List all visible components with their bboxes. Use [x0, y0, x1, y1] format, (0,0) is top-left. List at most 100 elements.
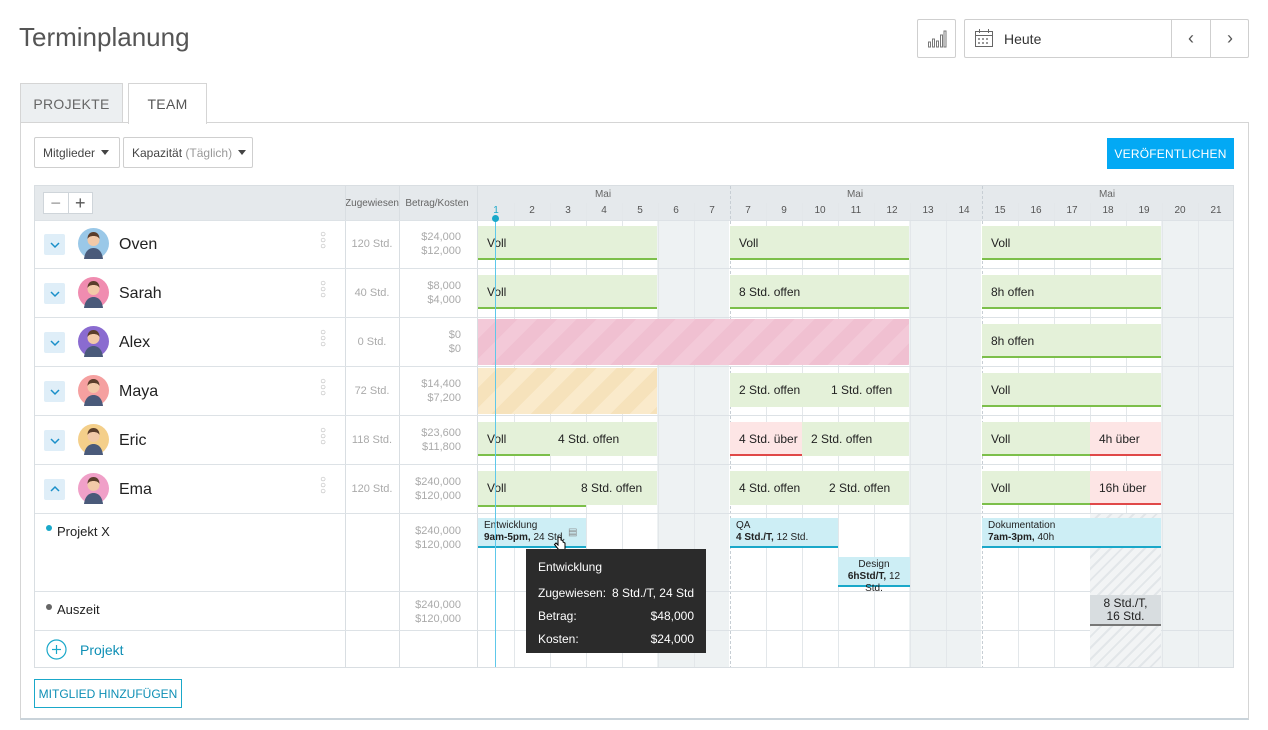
more-vertical-icon[interactable]: ○ ○ ○: [320, 474, 327, 497]
bar-label: 16h über: [1099, 481, 1147, 495]
members-dropdown[interactable]: Mitglieder: [34, 137, 120, 168]
capacity-bar[interactable]: Voll: [982, 373, 1161, 407]
capacity-bar[interactable]: 8h offen: [982, 275, 1161, 309]
capacity-bar[interactable]: 8 Std. offen: [730, 275, 909, 309]
row-divider: [35, 415, 1233, 416]
avatar: [78, 375, 109, 406]
day-label: 20: [1174, 205, 1186, 216]
day-label: 11: [850, 205, 862, 216]
more-vertical-icon[interactable]: ○ ○ ○: [320, 278, 327, 301]
tooltip-row: Zugewiesen: 8 Std./T, 24 Std: [538, 586, 694, 600]
row-divider: [35, 366, 1233, 367]
capacity-bar[interactable]: Voll: [982, 226, 1161, 260]
task-hours: 24 Std.: [533, 532, 566, 543]
publish-button[interactable]: VERÖFENTLICHEN: [1107, 138, 1234, 169]
capacity-bar[interactable]: 2 Std. offen 1 Std. offen: [730, 373, 909, 407]
bar-label: 8 Std. offen: [739, 285, 801, 299]
plus-circle-icon: [46, 639, 67, 660]
day-divider: [694, 203, 695, 667]
bar-label: Voll: [487, 236, 507, 250]
expand-button[interactable]: [44, 479, 65, 500]
members-label: Mitglieder: [43, 145, 96, 160]
day-divider: [658, 203, 659, 667]
capacity-dropdown[interactable]: Kapazität (Täglich): [123, 137, 253, 168]
report-button[interactable]: [917, 19, 956, 58]
person-avatar-icon: [84, 232, 103, 259]
expand-button[interactable]: [44, 283, 65, 304]
more-vertical-icon[interactable]: ○ ○ ○: [320, 229, 327, 252]
more-vertical-icon[interactable]: ○ ○ ○: [320, 327, 327, 350]
bar-label: Voll: [991, 481, 1011, 495]
overbooked-bar[interactable]: 4h über: [1090, 422, 1161, 456]
chevron-down-icon: [49, 241, 60, 248]
capacity-bar[interactable]: Voll: [478, 275, 657, 309]
task-dokumentation[interactable]: Dokumentation 7am-3pm, 40h: [982, 518, 1161, 548]
expand-button[interactable]: [44, 430, 65, 451]
add-member-button[interactable]: MITGLIED HINZUFÜGEN: [34, 679, 182, 708]
amount-value: $240,000: [415, 476, 461, 488]
zoom-out-button[interactable]: −: [50, 193, 61, 213]
date-picker[interactable]: Heute ‹ ›: [964, 19, 1249, 58]
member-amount-cost: $8,000 $4,000: [405, 279, 461, 307]
task-entwicklung[interactable]: Entwicklung 9am-5pm, 24 Std. ▤: [478, 518, 586, 548]
tooltip-key: Betrag:: [538, 609, 577, 623]
more-vertical-icon[interactable]: ○ ○ ○: [320, 376, 327, 399]
add-project-button[interactable]: Projekt: [46, 639, 124, 660]
task-hours: 12 Std.: [776, 532, 809, 543]
capacity-bar[interactable]: Voll: [982, 422, 1090, 456]
task-qa[interactable]: QA 4 Std./T, 12 Std.: [730, 518, 838, 548]
zoom-control[interactable]: − +: [43, 192, 93, 214]
capacity-bar[interactable]: Voll 4 Std. offen: [478, 422, 657, 456]
more-vertical-icon[interactable]: ○ ○ ○: [320, 425, 327, 448]
row-divider: [35, 464, 1233, 465]
day-label: 2: [529, 205, 535, 216]
task-hours: 40h: [1037, 532, 1055, 543]
bar-label: Voll: [487, 285, 507, 299]
member-amount-cost: $240,000 $120,000: [405, 475, 461, 503]
column-divider: [399, 186, 400, 667]
note-icon: ▤: [568, 527, 578, 538]
task-time: 6hStd/T,: [847, 571, 887, 582]
timeoff-block[interactable]: [478, 319, 909, 365]
next-button[interactable]: ›: [1210, 20, 1249, 57]
row-divider: [35, 513, 1233, 514]
overbooked-bar[interactable]: 16h über: [1090, 471, 1161, 505]
task-design[interactable]: Design 6hStd/T, 12 Std.: [838, 557, 910, 594]
expand-button[interactable]: [44, 234, 65, 255]
bar-label: 4 Std. offen: [739, 481, 801, 495]
zoom-in-button[interactable]: +: [67, 193, 93, 213]
bar-chart-icon: [927, 30, 946, 47]
capacity-label: Kapazität: [132, 145, 183, 160]
amount-value: $240,000: [415, 599, 461, 611]
day-label: 4: [601, 205, 607, 216]
amount-value: $24,000: [421, 231, 461, 243]
overbooked-bar[interactable]: 4 Std. über: [730, 422, 802, 456]
month-label: Mai: [846, 189, 864, 200]
capacity-bar[interactable]: Voll 8 Std. offen: [478, 471, 657, 505]
capacity-bar[interactable]: 8h offen: [982, 324, 1161, 358]
tab-projects[interactable]: PROJEKTE: [20, 83, 123, 123]
member-name: Alex: [119, 334, 151, 351]
capacity-bar[interactable]: Voll: [982, 471, 1090, 505]
day-label: 15: [994, 205, 1006, 216]
tab-team[interactable]: TEAM: [128, 83, 207, 124]
capacity-bar[interactable]: 4 Std. offen 2 Std. offen: [730, 471, 909, 505]
task-title: Entwicklung: [484, 520, 538, 531]
expand-button[interactable]: [44, 381, 65, 402]
capacity-bar[interactable]: Voll: [730, 226, 909, 260]
page-title: Terminplanung: [19, 22, 190, 52]
prev-button[interactable]: ‹: [1171, 20, 1210, 57]
person-avatar-icon: [84, 379, 103, 406]
bar-label: Voll: [991, 236, 1011, 250]
unavailable-block[interactable]: [478, 368, 657, 414]
column-divider: [477, 186, 478, 667]
task-detail: 7am-3pm, 40h: [988, 532, 1161, 544]
assigned-hours: 118 Std.: [351, 434, 393, 446]
expand-button[interactable]: [44, 332, 65, 353]
timeoff-task[interactable]: 8 Std./T, 16 Std.: [1090, 595, 1161, 626]
bar-label: Voll: [487, 432, 507, 446]
capacity-bar[interactable]: 2 Std. offen: [802, 422, 909, 456]
bar-label: 2 Std. offen: [829, 481, 891, 495]
cost-value: $0: [448, 343, 461, 355]
capacity-bar[interactable]: Voll: [478, 226, 657, 260]
